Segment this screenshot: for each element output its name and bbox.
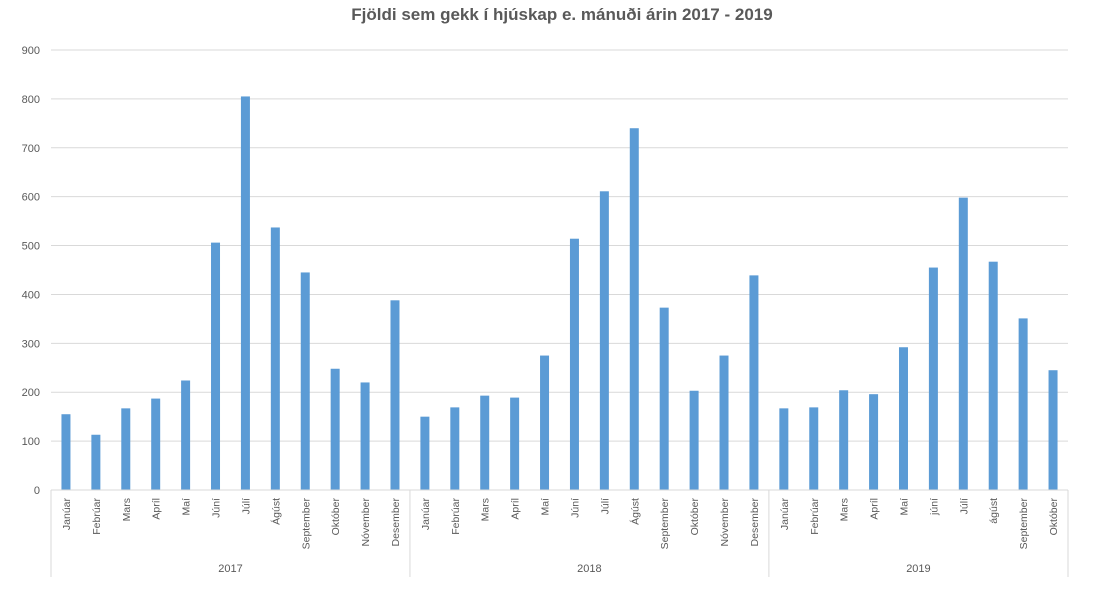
x-tick-label: Október bbox=[1048, 498, 1060, 536]
x-tick-label: Febrúar bbox=[450, 497, 462, 534]
x-tick-label: Desember bbox=[749, 497, 761, 546]
y-tick-label: 900 bbox=[22, 45, 40, 57]
x-tick-label: Febrúar bbox=[809, 497, 821, 534]
x-tick-label: September bbox=[300, 498, 312, 550]
x-tick-label: júní bbox=[928, 498, 940, 516]
x-tick-label: Nóvember bbox=[360, 497, 372, 546]
y-tick-label: 700 bbox=[22, 143, 40, 155]
bar bbox=[151, 398, 161, 490]
bar bbox=[898, 347, 908, 490]
y-tick-label: 500 bbox=[22, 241, 40, 253]
x-tick-label: Júlí bbox=[958, 498, 970, 514]
bar bbox=[689, 390, 699, 490]
bar bbox=[420, 416, 430, 490]
bar bbox=[569, 238, 579, 490]
bar bbox=[121, 408, 131, 490]
x-tick-label: Júní bbox=[211, 498, 223, 518]
x-tick-label: Janúar bbox=[420, 498, 432, 531]
y-tick-label: 800 bbox=[22, 94, 40, 106]
x-tick-label: Maí bbox=[181, 498, 193, 516]
x-tick-label: Mars bbox=[480, 498, 492, 521]
x-tick-label: Ágúst bbox=[269, 498, 282, 525]
bar bbox=[510, 397, 520, 490]
bar bbox=[779, 408, 789, 490]
bar bbox=[719, 355, 729, 490]
bar bbox=[540, 355, 550, 490]
x-tick-label: Júlí bbox=[240, 498, 252, 514]
bar bbox=[928, 267, 938, 490]
bar bbox=[629, 128, 639, 490]
bar bbox=[91, 434, 101, 490]
bar bbox=[659, 307, 669, 490]
bar bbox=[599, 191, 609, 491]
bar bbox=[270, 227, 280, 490]
y-axis-ticks: 0 100 200 300 400 500 600 700 800 900 bbox=[22, 45, 40, 497]
gridlines bbox=[51, 49, 1068, 491]
year-group-label: 2017 bbox=[218, 563, 242, 575]
x-tick-label: ágúst bbox=[988, 498, 1000, 524]
x-tick-label: Apríl bbox=[869, 498, 881, 520]
bar bbox=[749, 275, 759, 490]
x-tick-label: Janúar bbox=[779, 498, 791, 531]
bar bbox=[211, 242, 221, 490]
x-tick-label: Ágúst bbox=[628, 498, 641, 525]
x-tick-label: Júlí bbox=[599, 498, 611, 514]
bar bbox=[1048, 370, 1058, 490]
bar bbox=[869, 394, 879, 490]
y-tick-label: 300 bbox=[22, 338, 40, 350]
x-tick-label: Nóvember bbox=[719, 497, 731, 546]
y-tick-label: 400 bbox=[22, 289, 40, 301]
x-tick-label: Maí bbox=[540, 498, 552, 516]
x-tick-label: Október bbox=[330, 498, 342, 536]
bar bbox=[988, 261, 998, 490]
x-tick-label: September bbox=[1018, 498, 1030, 550]
bar bbox=[958, 197, 968, 490]
x-tick-label: Mars bbox=[839, 498, 851, 521]
bar bbox=[61, 414, 71, 490]
x-tick-label: Mars bbox=[121, 498, 133, 521]
y-tick-label: 600 bbox=[22, 192, 40, 204]
year-group-label: 2019 bbox=[906, 563, 930, 575]
x-tick-label: Maí bbox=[898, 498, 910, 516]
y-tick-label: 200 bbox=[22, 387, 40, 399]
x-tick-label: Desember bbox=[390, 497, 402, 546]
bar bbox=[360, 382, 370, 490]
bar bbox=[300, 272, 310, 490]
x-tick-label: Júní bbox=[569, 498, 581, 518]
x-tick-label: Janúar bbox=[61, 498, 73, 531]
year-group-label: 2018 bbox=[577, 563, 601, 575]
bar bbox=[181, 380, 191, 490]
x-tick-label: Október bbox=[689, 498, 701, 536]
bar bbox=[480, 395, 490, 490]
bars bbox=[61, 96, 1058, 491]
x-tick-label: Apríl bbox=[510, 498, 522, 520]
bar bbox=[1018, 318, 1028, 490]
y-tick-label: 0 bbox=[34, 485, 40, 497]
x-tick-label: Apríl bbox=[151, 498, 163, 520]
bar bbox=[240, 96, 250, 490]
bar bbox=[390, 300, 400, 490]
y-tick-label: 100 bbox=[22, 436, 40, 448]
x-axis: Janúar Febrúar Mars Apríl Maí Júní Júlí Ágúst Se… bbox=[50, 489, 1069, 577]
x-tick-label: September bbox=[659, 498, 671, 550]
bar bbox=[809, 407, 819, 490]
x-tick-label: Febrúar bbox=[91, 497, 103, 534]
bar bbox=[450, 407, 460, 490]
chart-title: Fjöldi sem gekk í hjúskap e. mánuði árin… bbox=[351, 5, 772, 24]
bar bbox=[330, 368, 340, 490]
bar bbox=[839, 390, 849, 490]
